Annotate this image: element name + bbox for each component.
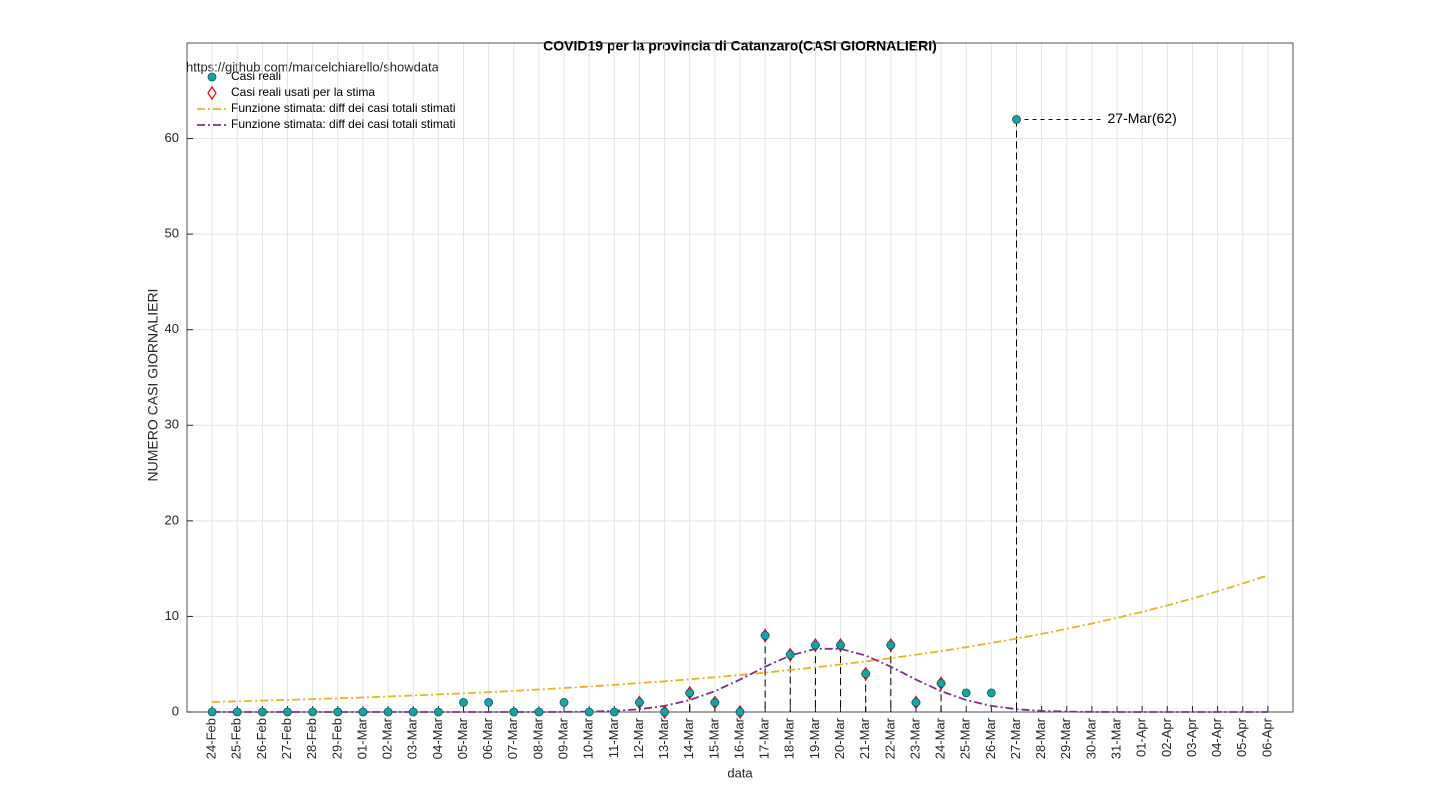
x-tick-label: 09-Mar xyxy=(555,717,570,759)
legend-marker xyxy=(207,72,217,82)
point xyxy=(785,650,795,660)
x-tick-label: 25-Mar xyxy=(958,717,973,759)
x-tick-label: 31-Mar xyxy=(1108,717,1123,759)
x-tick-label: 14-Mar xyxy=(681,717,696,759)
legend-label: Casi reali xyxy=(231,69,281,83)
point xyxy=(660,707,669,717)
x-tick-label: 13-Mar xyxy=(656,717,671,759)
x-tick-label: 06-Apr xyxy=(1259,717,1274,757)
series-line xyxy=(212,647,1268,713)
y-tick-label: 20 xyxy=(165,512,179,527)
x-tick-label: 28-Mar xyxy=(1033,717,1048,759)
point xyxy=(258,707,267,717)
x-tick-label: 02-Apr xyxy=(1159,717,1174,757)
point xyxy=(283,707,292,717)
point xyxy=(509,707,519,717)
point xyxy=(710,698,720,707)
point xyxy=(559,698,569,707)
point xyxy=(308,707,318,717)
x-tick-label: 03-Mar xyxy=(405,717,420,759)
point xyxy=(459,698,468,707)
series-line xyxy=(212,574,1269,703)
point xyxy=(232,707,242,717)
x-tick-label: 30-Mar xyxy=(1083,717,1098,759)
legend-marker xyxy=(207,85,217,101)
point xyxy=(484,698,494,707)
point xyxy=(936,678,946,688)
x-tick-label: 18-Mar xyxy=(782,717,797,759)
point xyxy=(811,640,820,650)
point xyxy=(760,631,770,640)
point xyxy=(911,698,921,707)
x-tick-label: 06-Mar xyxy=(480,717,495,759)
x-tick-label: 01-Mar xyxy=(354,717,369,759)
point xyxy=(358,707,368,717)
y-tick-label: 60 xyxy=(165,130,179,145)
x-tick-label: 01-Apr xyxy=(1134,717,1149,757)
point xyxy=(635,698,644,707)
x-axis-label: data xyxy=(727,765,753,780)
x-tick-label: 28-Feb xyxy=(304,718,319,759)
x-tick-label: 12-Mar xyxy=(631,717,646,759)
x-tick-label: 05-Apr xyxy=(1234,717,1249,757)
x-tick-label: 29-Mar xyxy=(1058,717,1073,759)
y-tick-label: 10 xyxy=(165,608,179,623)
x-tick-label: 24-Mar xyxy=(933,717,948,759)
point xyxy=(433,707,443,717)
point xyxy=(584,707,594,717)
point xyxy=(735,707,745,717)
point xyxy=(1012,115,1021,124)
x-tick-label: 24-Feb xyxy=(204,718,219,759)
x-tick-label: 19-Mar xyxy=(807,717,822,759)
x-tick-label: 23-Mar xyxy=(907,717,922,759)
x-tick-label: 26-Feb xyxy=(254,718,269,759)
point xyxy=(534,707,544,717)
annotation: 27-Mar(62) xyxy=(1108,110,1177,126)
x-tick-label: 10-Mar xyxy=(581,717,596,759)
x-tick-label: 21-Mar xyxy=(857,717,872,759)
x-tick-label: 05-Mar xyxy=(455,717,470,759)
x-tick-label: 04-Apr xyxy=(1209,717,1224,757)
point xyxy=(333,707,343,717)
x-tick-label: 27-Feb xyxy=(279,718,294,759)
point xyxy=(861,669,871,679)
x-tick-label: 17-Mar xyxy=(757,717,772,759)
legend: Casi reali Casi reali usati per la stima F… xyxy=(197,69,456,131)
x-tick-label: 11-Mar xyxy=(606,717,621,758)
x-tick-label: 26-Mar xyxy=(983,717,998,759)
x-tick-label: 20-Mar xyxy=(832,717,847,759)
x-tick-label: 22-Mar xyxy=(882,717,897,759)
x-tick-label: 15-Mar xyxy=(706,717,721,759)
point xyxy=(961,688,971,698)
legend-label: Funzione stimata: diff dei casi totali s… xyxy=(231,101,456,115)
point xyxy=(986,688,996,698)
point xyxy=(886,640,896,650)
y-tick-label: 30 xyxy=(165,417,179,432)
y-tick-label: 50 xyxy=(165,226,179,241)
x-tick-label: 07-Mar xyxy=(505,717,520,759)
y-tick-label: 40 xyxy=(165,321,179,336)
point xyxy=(207,707,217,717)
point xyxy=(383,707,393,717)
x-tick-label: 27-Mar xyxy=(1008,717,1023,759)
x-tick-label: 03-Apr xyxy=(1184,717,1199,757)
y-tick-label: 0 xyxy=(172,703,179,718)
x-tick-label: 08-Mar xyxy=(530,717,545,759)
legend-label: Casi reali usati per la stima xyxy=(231,85,375,99)
point xyxy=(609,707,619,717)
x-tick-label: 29-Feb xyxy=(329,718,344,759)
x-tick-label: 04-Mar xyxy=(430,717,445,759)
point xyxy=(408,707,418,717)
x-tick-label: 25-Feb xyxy=(229,718,244,759)
x-tick-label: 02-Mar xyxy=(380,717,395,759)
x-tick-label: 16-Mar xyxy=(731,717,746,759)
y-axis-label: NUMERO CASI GIORNALIERI xyxy=(145,289,161,482)
legend-label: Funzione stimata: diff dei casi totali s… xyxy=(231,117,456,131)
point xyxy=(836,640,845,650)
point xyxy=(685,688,695,698)
